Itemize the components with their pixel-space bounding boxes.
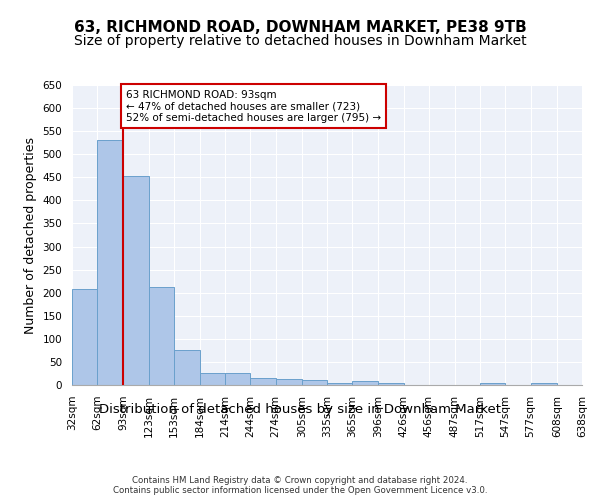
Bar — [379, 382, 404, 385]
Bar — [352, 382, 379, 385]
Bar — [124, 176, 149, 385]
Text: Contains HM Land Registry data © Crown copyright and database right 2024.
Contai: Contains HM Land Registry data © Crown c… — [113, 476, 487, 495]
Text: 63 RICHMOND ROAD: 93sqm
← 47% of detached houses are smaller (723)
52% of semi-d: 63 RICHMOND ROAD: 93sqm ← 47% of detache… — [126, 90, 381, 123]
Text: Size of property relative to detached houses in Downham Market: Size of property relative to detached ho… — [74, 34, 526, 48]
Bar — [327, 382, 352, 385]
Bar — [97, 140, 124, 385]
Bar — [225, 373, 250, 385]
Bar — [149, 287, 174, 385]
Y-axis label: Number of detached properties: Number of detached properties — [24, 136, 37, 334]
Bar — [174, 350, 200, 385]
Bar — [200, 373, 225, 385]
Bar — [530, 382, 557, 385]
Bar — [302, 380, 327, 385]
Bar — [72, 290, 97, 385]
Bar — [250, 378, 275, 385]
Text: 63, RICHMOND ROAD, DOWNHAM MARKET, PE38 9TB: 63, RICHMOND ROAD, DOWNHAM MARKET, PE38 … — [74, 20, 526, 35]
Bar — [480, 382, 505, 385]
Text: Distribution of detached houses by size in Downham Market: Distribution of detached houses by size … — [99, 402, 501, 415]
Bar — [275, 379, 302, 385]
